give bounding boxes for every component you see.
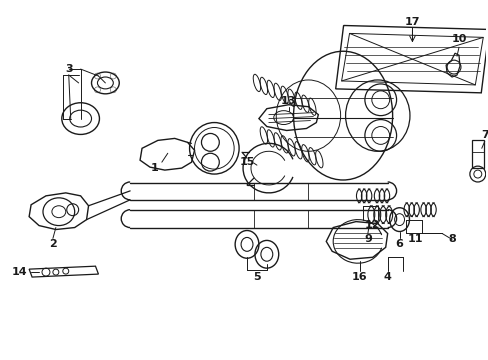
Text: 10: 10 xyxy=(450,34,466,44)
Bar xyxy=(471,140,483,168)
Text: 2: 2 xyxy=(49,239,57,249)
Text: 5: 5 xyxy=(253,272,260,282)
Text: 9: 9 xyxy=(363,234,371,244)
Text: 13: 13 xyxy=(281,96,296,106)
Text: 14: 14 xyxy=(11,267,27,277)
Text: 6: 6 xyxy=(395,239,403,249)
Text: 12: 12 xyxy=(365,220,380,230)
Text: 1: 1 xyxy=(151,163,159,173)
Text: 3: 3 xyxy=(65,64,72,74)
Text: 11: 11 xyxy=(407,234,422,244)
Text: 15: 15 xyxy=(239,157,254,167)
Text: 16: 16 xyxy=(351,272,367,282)
Text: 4: 4 xyxy=(383,272,391,282)
Text: 17: 17 xyxy=(404,17,419,27)
Text: 7: 7 xyxy=(480,130,488,140)
Text: 8: 8 xyxy=(447,234,455,244)
